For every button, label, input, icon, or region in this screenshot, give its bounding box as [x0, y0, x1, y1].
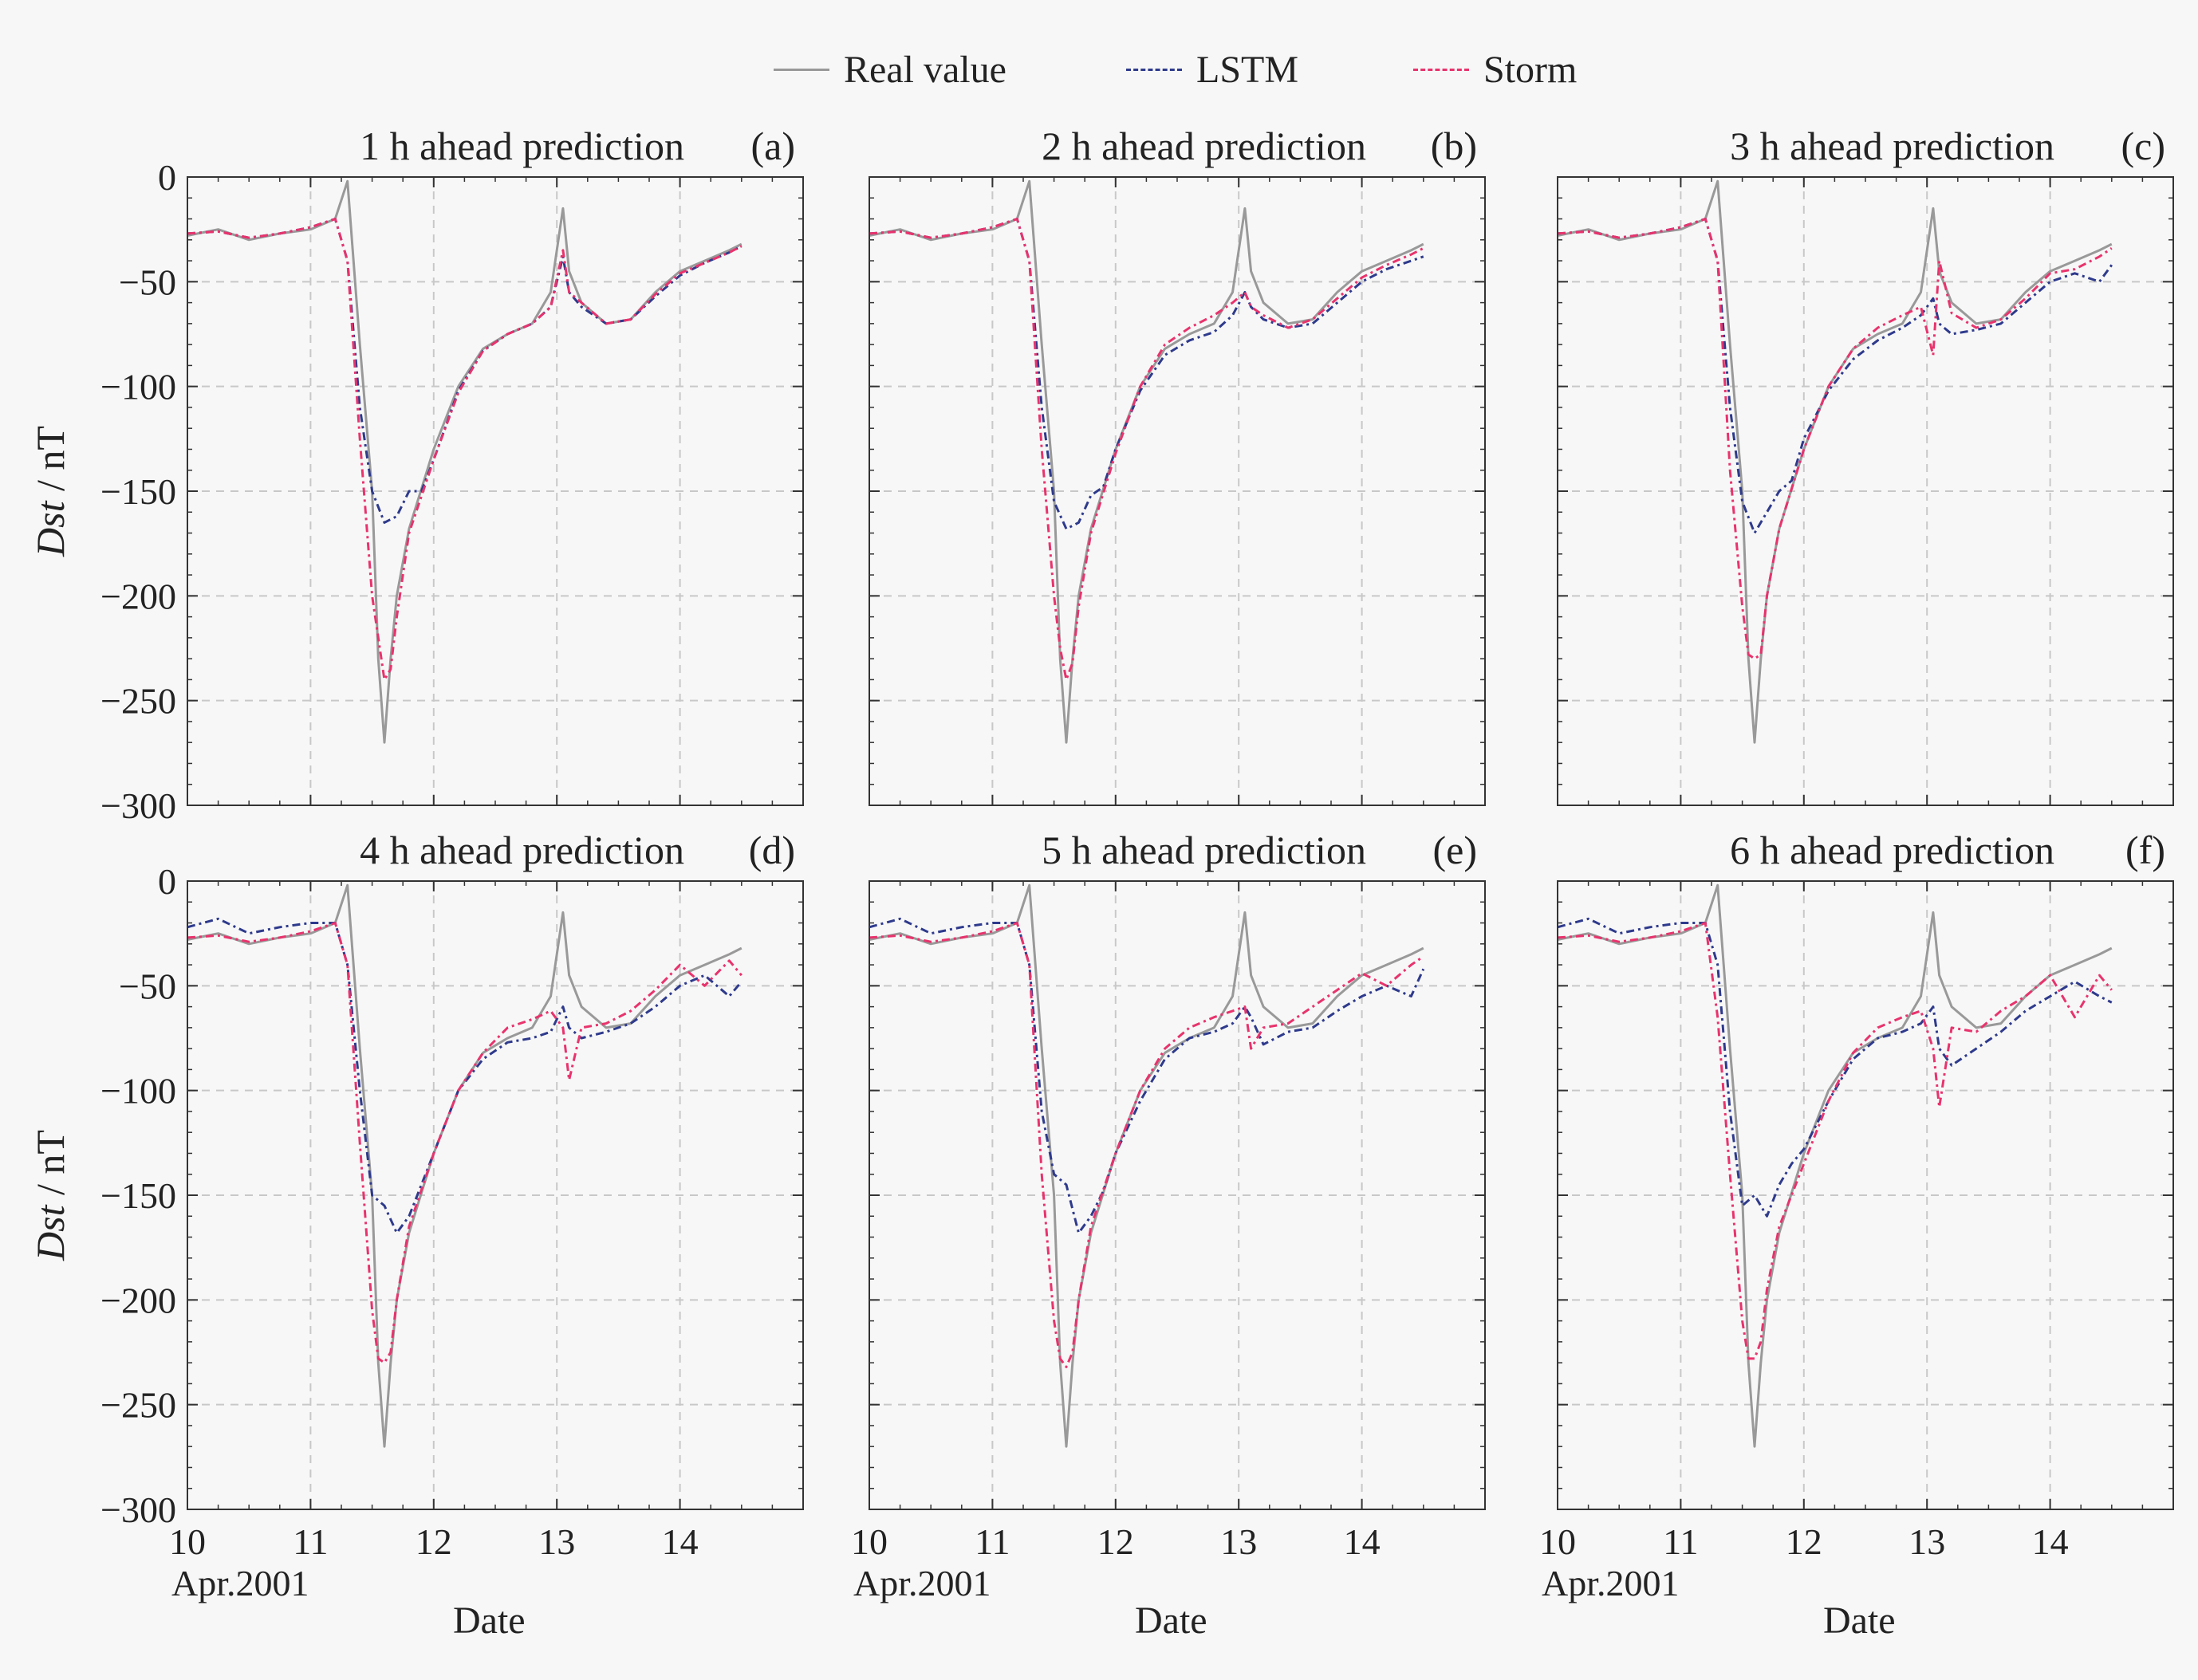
y-tick-label: −250	[100, 681, 176, 722]
subplot-title: 6 h ahead prediction	[1730, 828, 2054, 872]
y-tick-label: −200	[100, 576, 176, 616]
panel-label: (f)	[2125, 828, 2165, 872]
plot-frame	[1557, 176, 2174, 806]
series-line-storm	[869, 218, 1424, 681]
panel-d: 4 h ahead prediction (d) 0 −50 −100 −150 −200 −…	[28, 828, 804, 1642]
series-line-storm	[187, 922, 743, 1364]
x-tick-label: 13	[538, 1521, 575, 1562]
subplot-title: 5 h ahead prediction	[1042, 828, 1366, 872]
plot-frame	[869, 880, 1486, 1510]
panel-label: (d)	[749, 828, 795, 872]
x-tick-label: 10	[851, 1521, 888, 1562]
legend-label-storm: Storm	[1483, 48, 1578, 91]
y-tick-label: −150	[100, 471, 176, 512]
legend-swatch-lstm	[1126, 68, 1182, 71]
x-tick-label: 12	[1786, 1521, 1822, 1562]
y-tick-label: −100	[100, 1071, 176, 1111]
panel-label: (b)	[1431, 124, 1477, 168]
y-tick-label: 0	[158, 861, 176, 902]
panel-c: 3 h ahead prediction (c)	[1557, 124, 2174, 806]
series-line-real-value	[869, 883, 1424, 1448]
legend-item-storm: Storm	[1413, 41, 1577, 97]
y-tick-label: −300	[100, 785, 176, 826]
y-tick-label: −50	[119, 966, 176, 1006]
x-tick-label: 13	[1220, 1521, 1257, 1562]
y-axis-label-var: Dst	[28, 500, 73, 557]
panel-label: (c)	[2121, 124, 2166, 168]
series-line-real-value	[1557, 883, 2113, 1448]
y-tick-label: −250	[100, 1385, 176, 1426]
y-tick-label: −50	[119, 262, 176, 302]
panel-a: 1 h ahead prediction (a) 0 −50 −100 −150 −200 −…	[28, 124, 804, 826]
legend-swatch-storm	[1413, 68, 1469, 71]
subplot-title: 1 h ahead prediction	[360, 124, 684, 168]
x-axis-label: Date	[453, 1599, 526, 1642]
y-tick-label: −300	[100, 1489, 176, 1530]
y-tick-label: −100	[100, 367, 176, 407]
x-tick-label: 10	[169, 1521, 206, 1562]
subplot-title: 3 h ahead prediction	[1730, 124, 2054, 168]
legend-swatch-real	[774, 68, 829, 71]
x-tick-label: 14	[1344, 1521, 1381, 1562]
y-tick-label: −200	[100, 1280, 176, 1320]
x-tick-label: 14	[2032, 1521, 2069, 1562]
panel-label: (a)	[751, 124, 796, 168]
y-tick-label: 0	[158, 157, 176, 198]
x-tick-label: 14	[662, 1521, 699, 1562]
legend-item-real: Real value	[774, 41, 1006, 97]
x-tick-label: 10	[1539, 1521, 1576, 1562]
legend-label-real: Real value	[844, 48, 1006, 91]
x-tick-label: 12	[1097, 1521, 1134, 1562]
y-axis-label-unit: / nT	[28, 1130, 73, 1205]
x-tick-label: 11	[1663, 1521, 1698, 1562]
y-tick-label: −150	[100, 1175, 176, 1216]
plot-frame	[1557, 880, 2174, 1510]
panel-label: (e)	[1433, 828, 1478, 872]
plot-frame	[187, 880, 804, 1510]
x-tick-label: 11	[293, 1521, 328, 1562]
y-axis-label-var: Dst	[28, 1204, 73, 1261]
panel-b: 2 h ahead prediction (b)	[869, 124, 1486, 806]
series-line-storm	[187, 218, 743, 681]
x-tick-label: 11	[975, 1521, 1010, 1562]
legend-label-lstm: LSTM	[1196, 48, 1299, 91]
x-month-label: Apr.2001	[171, 1563, 309, 1603]
plot-frame	[187, 176, 804, 806]
series-line-storm	[1557, 218, 2113, 660]
series-line-storm	[1557, 922, 2113, 1360]
y-axis-label-unit: / nT	[28, 426, 73, 501]
x-axis-label: Date	[1135, 1599, 1207, 1642]
y-axis-label: Dst / nT	[28, 426, 73, 557]
subplot-title: 4 h ahead prediction	[360, 828, 684, 872]
panel-e: 5 h ahead prediction (e) 10 11 12 13 14 Apr.200…	[851, 828, 1486, 1642]
x-tick-label: 12	[416, 1521, 452, 1562]
subplot-title: 2 h ahead prediction	[1042, 124, 1366, 168]
y-axis-label: Dst / nT	[28, 1130, 73, 1261]
panel-f: 6 h ahead prediction (f) 10 11 12 13 14 Apr.200…	[1539, 828, 2174, 1642]
x-axis-label: Date	[1823, 1599, 1896, 1642]
x-month-label: Apr.2001	[1542, 1563, 1680, 1603]
legend-item-lstm: LSTM	[1126, 41, 1298, 97]
x-tick-label: 13	[1908, 1521, 1945, 1562]
x-month-label: Apr.2001	[853, 1563, 991, 1603]
plot-frame	[869, 176, 1486, 806]
